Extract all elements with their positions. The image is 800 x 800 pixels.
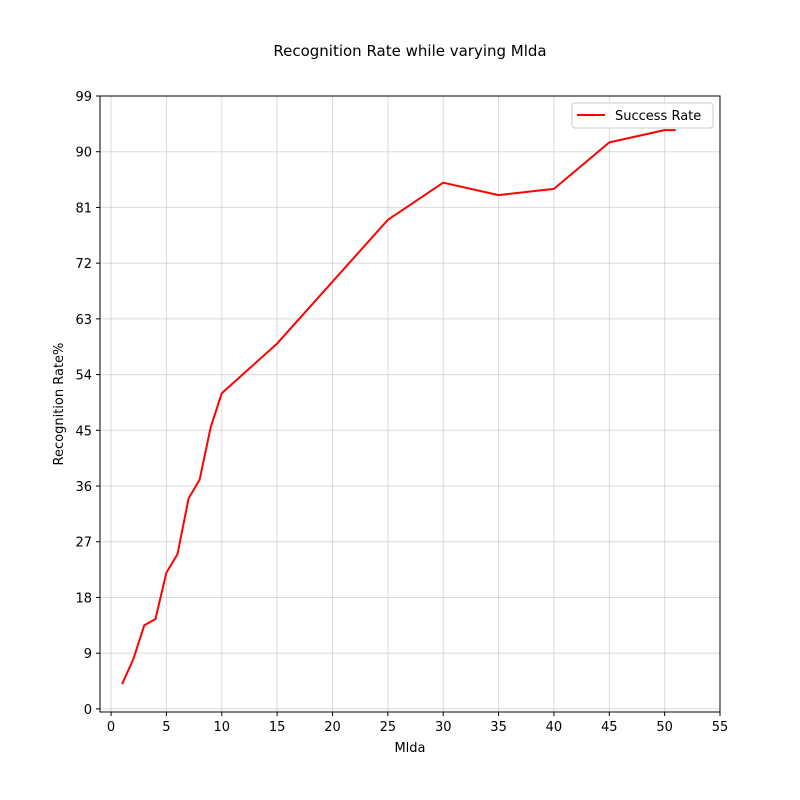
y-tick-label: 81 xyxy=(75,201,92,216)
legend-label-success-rate: Success Rate xyxy=(615,109,701,124)
x-tick-label: 15 xyxy=(269,720,286,735)
y-tick-label: 18 xyxy=(75,591,92,606)
x-tick-label: 10 xyxy=(214,720,231,735)
y-tick-label: 90 xyxy=(75,146,92,161)
y-axis: 0 9 18 27 36 45 54 63 72 81 90 99 xyxy=(75,90,100,718)
x-tick-label: 45 xyxy=(601,720,618,735)
x-axis-label: Mlda xyxy=(394,741,425,756)
series-line-success-rate xyxy=(121,129,676,685)
x-tick-label: 25 xyxy=(380,720,397,735)
y-tick-label: 9 xyxy=(84,647,92,662)
x-tick-label: 35 xyxy=(490,720,507,735)
x-tick-label: 20 xyxy=(324,720,341,735)
x-tick-label: 30 xyxy=(435,720,452,735)
legend-box xyxy=(571,102,714,129)
x-tick-label: 40 xyxy=(546,720,563,735)
y-tick-label: 0 xyxy=(84,703,92,718)
x-tick-label: 55 xyxy=(712,720,729,735)
y-tick-label: 54 xyxy=(75,369,92,384)
y-tick-label: 63 xyxy=(75,313,92,328)
y-tick-label: 72 xyxy=(75,257,92,272)
chart-title: Recognition Rate while varying Mlda xyxy=(273,42,546,60)
legend: Success Rate xyxy=(571,102,714,129)
y-axis-label: Recognition Rate% xyxy=(52,343,67,466)
series-layer xyxy=(121,129,676,685)
y-tick-label: 99 xyxy=(75,90,92,105)
x-tick-label: 50 xyxy=(656,720,673,735)
x-axis: 0 5 10 15 20 25 30 35 40 45 50 55 xyxy=(107,712,728,735)
y-tick-label: 36 xyxy=(75,480,92,495)
plot-frame xyxy=(99,95,721,713)
y-tick-label: 45 xyxy=(75,424,92,439)
x-tick-label: 5 xyxy=(162,720,170,735)
x-tick-label: 0 xyxy=(107,720,115,735)
grid xyxy=(100,95,721,712)
y-tick-label: 27 xyxy=(75,536,92,551)
